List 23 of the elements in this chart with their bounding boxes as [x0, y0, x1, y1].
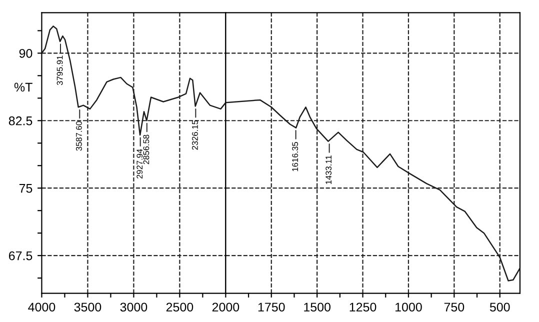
y-tick-label: 75 [19, 184, 32, 193]
annotation: 2856.58 [143, 134, 150, 164]
x-tick-label: 3500 [74, 302, 102, 312]
annotation: 2927.94 [136, 149, 143, 179]
annotation: 2326.15 [192, 120, 198, 150]
x-tick-label: 4000 [28, 302, 56, 312]
y-tick-label: 82.5 [8, 116, 32, 126]
annotation: 1433.11 [326, 156, 332, 184]
x-tick-label: 2500 [166, 302, 194, 312]
x-tick-label: 3000 [120, 302, 148, 312]
annotation: 1616.35 [292, 142, 298, 172]
x-tick-label: 1500 [304, 302, 330, 312]
y-axis-title: %T [14, 82, 32, 92]
x-tick-label: 750 [444, 302, 464, 312]
x-tick-label: 1250 [350, 302, 376, 312]
x-tick-label: 2000 [212, 302, 240, 312]
x-tick-label: 1750 [258, 302, 285, 312]
y-tick-label: 67.5 [9, 251, 32, 260]
x-tick-label: 500 [490, 302, 510, 312]
annotation: 3587.60 [76, 121, 82, 151]
x-tick-label: 1000 [396, 302, 422, 312]
y-tick-label: 90 [19, 48, 32, 58]
annotation: 3795.91 [56, 56, 63, 86]
